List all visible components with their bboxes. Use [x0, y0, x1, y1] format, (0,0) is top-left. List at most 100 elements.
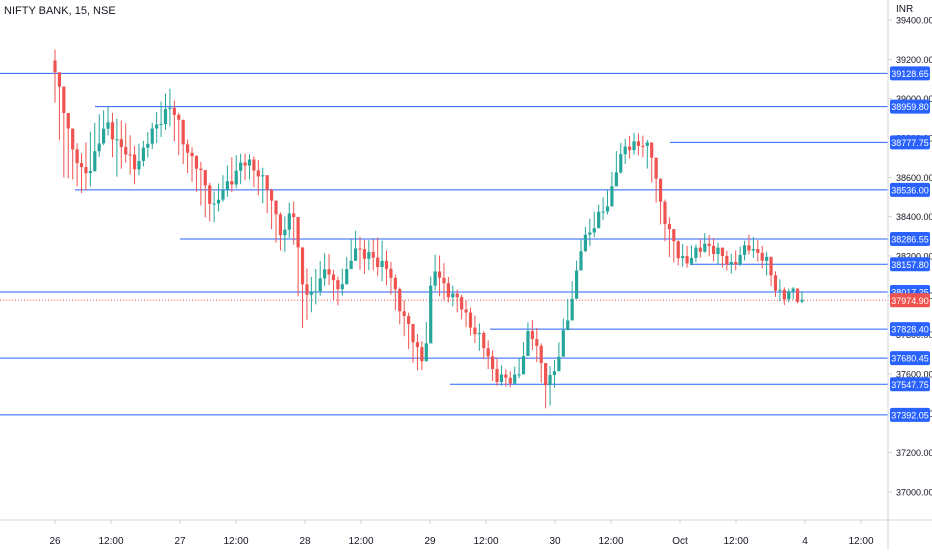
candle: [605, 189, 610, 215]
candle: [150, 122, 154, 150]
candle: [327, 253, 331, 286]
price-tag: 38286.55: [890, 231, 930, 246]
candle: [650, 142, 654, 183]
candle: [402, 300, 406, 337]
candle-body: [340, 284, 344, 290]
candle-body: [645, 142, 649, 147]
candle-body: [650, 142, 654, 158]
candle: [756, 240, 760, 262]
candle: [460, 294, 464, 320]
candle-body: [574, 270, 579, 299]
candle-body: [570, 298, 574, 321]
candle: [407, 312, 411, 350]
candle: [703, 233, 707, 253]
candle-body: [353, 248, 358, 261]
candle-body: [756, 249, 760, 253]
candle: [208, 182, 212, 222]
candle-body: [592, 228, 596, 233]
candle-body: [305, 284, 309, 295]
horizontal-levels: [0, 72, 888, 416]
candle: [517, 357, 521, 379]
candle-body: [429, 285, 433, 344]
candle-body: [269, 190, 274, 201]
candle: [345, 256, 349, 285]
price-tag-bg: [890, 293, 930, 308]
candle-body: [252, 159, 256, 171]
candle: [583, 226, 588, 252]
candle: [544, 363, 548, 409]
candle: [62, 86, 66, 178]
candle: [490, 350, 495, 381]
candle: [239, 153, 243, 185]
candle-body: [716, 247, 720, 254]
candle: [592, 211, 596, 238]
candle: [194, 155, 199, 192]
candle-body: [605, 206, 610, 212]
price-tick-label: 38600.00: [896, 173, 932, 183]
candle: [676, 240, 680, 266]
candle: [760, 245, 764, 269]
candle: [486, 340, 490, 370]
candle-body: [119, 139, 123, 148]
candle-body: [300, 247, 305, 285]
candle-body: [530, 331, 534, 340]
candle: [795, 288, 800, 304]
candle-body: [358, 248, 362, 250]
candle-body: [742, 245, 747, 255]
candle-body: [62, 86, 66, 114]
candle-body: [367, 252, 371, 259]
price-tag-bg: [890, 66, 930, 81]
candle: [442, 263, 446, 301]
candle-body: [225, 181, 229, 190]
candle: [632, 132, 636, 155]
candle: [570, 281, 574, 321]
candle-body: [504, 374, 508, 378]
candle-body: [309, 292, 313, 295]
candle: [561, 318, 565, 357]
candle: [349, 239, 353, 270]
candle-body: [676, 241, 680, 259]
price-tag-label: 37392.05: [891, 410, 929, 420]
candle: [778, 279, 782, 302]
candle-body: [486, 348, 490, 357]
candle-body: [619, 154, 623, 173]
candle-body: [694, 247, 698, 258]
candle-body: [711, 245, 716, 254]
time-tick-label: 12:00: [473, 536, 498, 547]
price-tag-bg: [890, 182, 930, 197]
candle-body: [658, 178, 663, 202]
candle: [53, 49, 57, 103]
candle: [336, 276, 340, 306]
price-tick-label: 39000.00: [896, 94, 932, 104]
candle-body: [172, 107, 176, 115]
candle-body: [614, 172, 618, 187]
candle: [495, 358, 499, 386]
candle: [141, 140, 146, 167]
candle: [119, 120, 123, 169]
candle-body: [703, 243, 707, 252]
candle: [694, 244, 698, 263]
candle: [274, 200, 278, 243]
candle: [300, 247, 305, 329]
candle: [685, 245, 689, 268]
candle: [535, 327, 539, 362]
price-tag: 37392.05: [890, 407, 930, 422]
price-tag-bg: [890, 407, 930, 422]
candle: [451, 285, 455, 307]
candle-body: [102, 128, 106, 144]
price-tag-bg: [890, 99, 930, 114]
candle-body: [583, 234, 588, 252]
candle-body: [473, 327, 477, 335]
candle: [234, 155, 238, 189]
price-tag-label: 38777.75: [891, 138, 929, 148]
price-tag: 37547.75: [890, 377, 930, 392]
candle: [243, 153, 247, 181]
candle-body: [610, 186, 614, 207]
candle: [658, 178, 663, 225]
candle-body: [689, 257, 694, 264]
price-tag-bg: [890, 257, 930, 272]
time-tick-label: 12:00: [98, 536, 123, 547]
